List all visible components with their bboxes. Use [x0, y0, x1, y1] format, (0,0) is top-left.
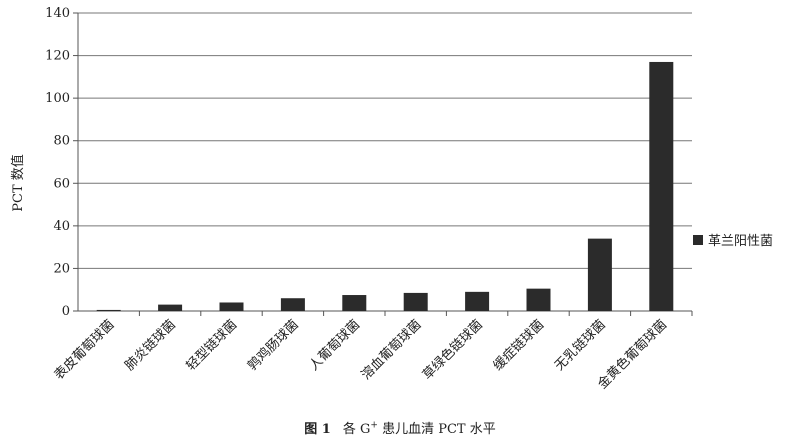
x-tick-label: 溶血葡萄球菌 — [359, 317, 425, 383]
bar — [587, 238, 612, 311]
y-axis-ticks: 0 20 40 60 80 100 120 140 — [45, 6, 78, 319]
bar — [403, 292, 428, 311]
bar — [158, 304, 183, 311]
y-axis-title: PCT 数值 — [10, 154, 26, 212]
x-tick-label: 鹑鸡肠球菌 — [244, 317, 301, 374]
bar — [649, 61, 674, 312]
y-tick-label: 140 — [45, 6, 70, 21]
x-tick-label: 轻型链球菌 — [184, 317, 241, 374]
caption-text-before: 各 G — [342, 422, 371, 437]
legend-swatch — [693, 235, 703, 245]
caption-text-after: 患儿血清 PCT 水平 — [377, 422, 496, 437]
bars — [96, 61, 674, 312]
y-tick-label: 20 — [53, 261, 70, 276]
bar — [280, 298, 305, 311]
figure-caption: 图 1 各 G+ 患儿血清 PCT 水平 — [0, 418, 800, 437]
caption-superscript: + — [370, 420, 378, 431]
x-tick-label: 缓症链球菌 — [491, 317, 548, 374]
x-tick-label: 无乳链球菌 — [552, 317, 609, 374]
y-tick-label: 100 — [45, 91, 70, 106]
y-tick-label: 0 — [62, 304, 70, 319]
bar — [96, 309, 121, 311]
bar — [465, 291, 490, 311]
x-tick-label: 草绿色链球菌 — [419, 317, 485, 383]
legend: 革兰阳性菌 — [693, 234, 773, 249]
x-tick-label: 肺炎链球菌 — [122, 317, 179, 374]
bar — [526, 288, 551, 311]
y-tick-label: 120 — [45, 49, 70, 64]
figure-number: 图 1 — [304, 422, 331, 437]
y-tick-label: 60 — [53, 176, 70, 191]
bar — [219, 302, 244, 311]
y-tick-label: 40 — [53, 219, 70, 234]
gridlines — [78, 12, 692, 269]
y-tick-label: 80 — [53, 134, 70, 149]
bar — [342, 295, 367, 311]
x-tick-label: 表皮葡萄球菌 — [52, 317, 118, 383]
bar-chart: 0 20 40 60 80 100 120 140 表皮葡萄球菌 肺炎链球菌 轻型链球菌 鹑鸡肠球菌… — [10, 6, 773, 392]
x-tick-label: 人葡萄球菌 — [307, 317, 364, 374]
legend-label: 革兰阳性菌 — [708, 234, 773, 249]
